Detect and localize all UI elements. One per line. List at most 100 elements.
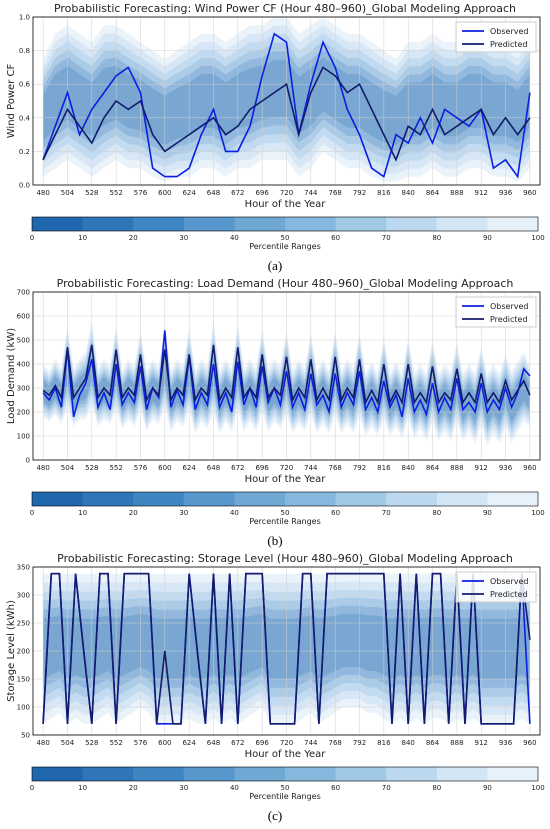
x-tick-label: 672 xyxy=(231,189,244,197)
colorbar-segment xyxy=(82,217,134,231)
colorbar-segment xyxy=(32,492,84,506)
series-line-predicted xyxy=(42,66,531,162)
plot-frame xyxy=(32,566,541,736)
x-tick-label: 696 xyxy=(255,739,269,747)
y-tick-label: 0.4 xyxy=(19,114,31,122)
x-axis-label: Hour of the Year xyxy=(245,199,327,210)
colorbar-tick-label: 90 xyxy=(483,784,492,792)
x-tick-label: 720 xyxy=(280,464,293,472)
colorbar-segment xyxy=(234,767,286,781)
x-tick-label: 624 xyxy=(182,189,196,197)
x-tick-label: 600 xyxy=(158,739,171,747)
y-tick-label: 100 xyxy=(17,433,30,441)
x-tick-label: 744 xyxy=(304,189,318,197)
y-axis-label: Load Demand (kW) xyxy=(6,328,17,424)
x-tick-label: 912 xyxy=(475,464,488,472)
x-tick-label: 624 xyxy=(182,464,196,472)
legend-box xyxy=(455,571,537,603)
colorbar-segment xyxy=(82,767,134,781)
x-tick-label: 864 xyxy=(426,189,440,197)
storage-level-chart: 480 504 528 552 576 600 624 648 672 696 720 744 768 7… xyxy=(6,552,545,823)
chart-title: Probabilistic Forecasting: Wind Power CF… xyxy=(54,2,516,15)
chart-title: Probabilistic Forecasting: Load Demand (… xyxy=(57,277,514,290)
x-tick-label: 936 xyxy=(499,189,513,197)
x-tick-label: 504 xyxy=(61,189,75,197)
colorbar-tick-label: 10 xyxy=(78,784,87,792)
colorbar-tick-label: 40 xyxy=(230,784,239,792)
colorbar-tick-label: 50 xyxy=(281,784,290,792)
x-tick-label: 552 xyxy=(109,464,122,472)
x-tick-label: 600 xyxy=(158,464,171,472)
colorbar-segment xyxy=(82,492,134,506)
x-tick-label: 816 xyxy=(377,189,391,197)
y-tick-label: 600 xyxy=(17,313,30,321)
panel-storage: 480 504 528 552 576 600 624 648 672 696 720 744 768 7… xyxy=(0,550,550,825)
colorbar-segment xyxy=(183,217,235,231)
colorbar-tick-label: 80 xyxy=(432,784,441,792)
colorbar-label: Percentile Ranges xyxy=(249,242,321,251)
y-tick-label: 50 xyxy=(21,732,30,740)
y-axis-label: Wind Power CF xyxy=(6,64,17,139)
legend-predicted-label: Predicted xyxy=(490,40,528,49)
colorbar-label: Percentile Ranges xyxy=(249,792,321,801)
colorbar-tick-label: 30 xyxy=(179,784,188,792)
x-tick-label: 840 xyxy=(401,189,414,197)
colorbar-frame xyxy=(31,766,539,782)
colorbar-tick-label: 20 xyxy=(129,509,138,517)
colorbar-tick-label: 90 xyxy=(483,234,492,242)
x-tick-label: 528 xyxy=(85,739,98,747)
x-tick-label: 744 xyxy=(304,739,318,747)
colorbar-segment xyxy=(133,492,185,506)
colorbar-tick-label: 0 xyxy=(30,784,34,792)
colorbar-segment xyxy=(234,492,286,506)
colorbar-segment xyxy=(436,767,488,781)
y-tick-label: 0.2 xyxy=(19,148,30,156)
colorbar-segment xyxy=(285,492,337,506)
plot-area: 480 504 528 552 576 600 624 648 672 696 720 744 768 7… xyxy=(17,289,545,518)
y-tick-label: 150 xyxy=(17,676,30,684)
y-tick-label: 300 xyxy=(17,592,30,600)
colorbar-tick-label: 0 xyxy=(30,234,34,242)
series-line-observed xyxy=(42,330,531,418)
x-tick-label: 480 xyxy=(36,739,49,747)
colorbar-tick-label: 50 xyxy=(281,509,290,517)
legend-observed-label: Observed xyxy=(490,27,529,36)
x-tick-label: 696 xyxy=(255,464,269,472)
colorbar-tick-label: 80 xyxy=(432,509,441,517)
x-tick-label: 720 xyxy=(280,189,293,197)
colorbar-tick-label: 50 xyxy=(281,234,290,242)
legend-observed-label: Observed xyxy=(490,302,529,311)
x-tick-label: 528 xyxy=(85,464,98,472)
y-tick-label: 1.0 xyxy=(19,14,30,22)
x-tick-label: 960 xyxy=(523,464,536,472)
x-tick-label: 648 xyxy=(207,189,220,197)
y-tick-label: 350 xyxy=(17,564,30,572)
colorbar-tick-label: 70 xyxy=(382,509,391,517)
legend-predicted-label: Predicted xyxy=(490,590,528,599)
x-tick-label: 768 xyxy=(328,739,341,747)
colorbar-segment xyxy=(183,492,235,506)
legend-box xyxy=(455,296,537,328)
panel-label: (b) xyxy=(267,533,282,548)
x-tick-label: 960 xyxy=(523,739,536,747)
y-tick-label: 300 xyxy=(17,385,30,393)
y-tick-label: 0.6 xyxy=(19,81,31,89)
y-tick-label: 100 xyxy=(17,704,30,712)
y-tick-label: 0.8 xyxy=(19,47,30,55)
x-tick-label: 696 xyxy=(255,189,269,197)
colorbar-tick-label: 70 xyxy=(382,234,391,242)
y-tick-label: 400 xyxy=(17,361,30,369)
x-tick-label: 672 xyxy=(231,739,244,747)
series-line-observed xyxy=(42,32,531,179)
colorbar-tick-label: 60 xyxy=(331,234,340,242)
colorbar-segment xyxy=(386,767,438,781)
legend-observed-label: Observed xyxy=(490,577,529,586)
colorbar-tick-label: 20 xyxy=(129,234,138,242)
colorbar-label: Percentile Ranges xyxy=(249,517,321,526)
y-tick-label: 200 xyxy=(17,409,30,417)
colorbar-tick-label: 60 xyxy=(331,509,340,517)
y-tick-label: 250 xyxy=(17,620,30,628)
colorbar-tick-label: 10 xyxy=(78,509,87,517)
y-tick-label: 700 xyxy=(17,289,30,297)
colorbar-tick-label: 40 xyxy=(230,234,239,242)
